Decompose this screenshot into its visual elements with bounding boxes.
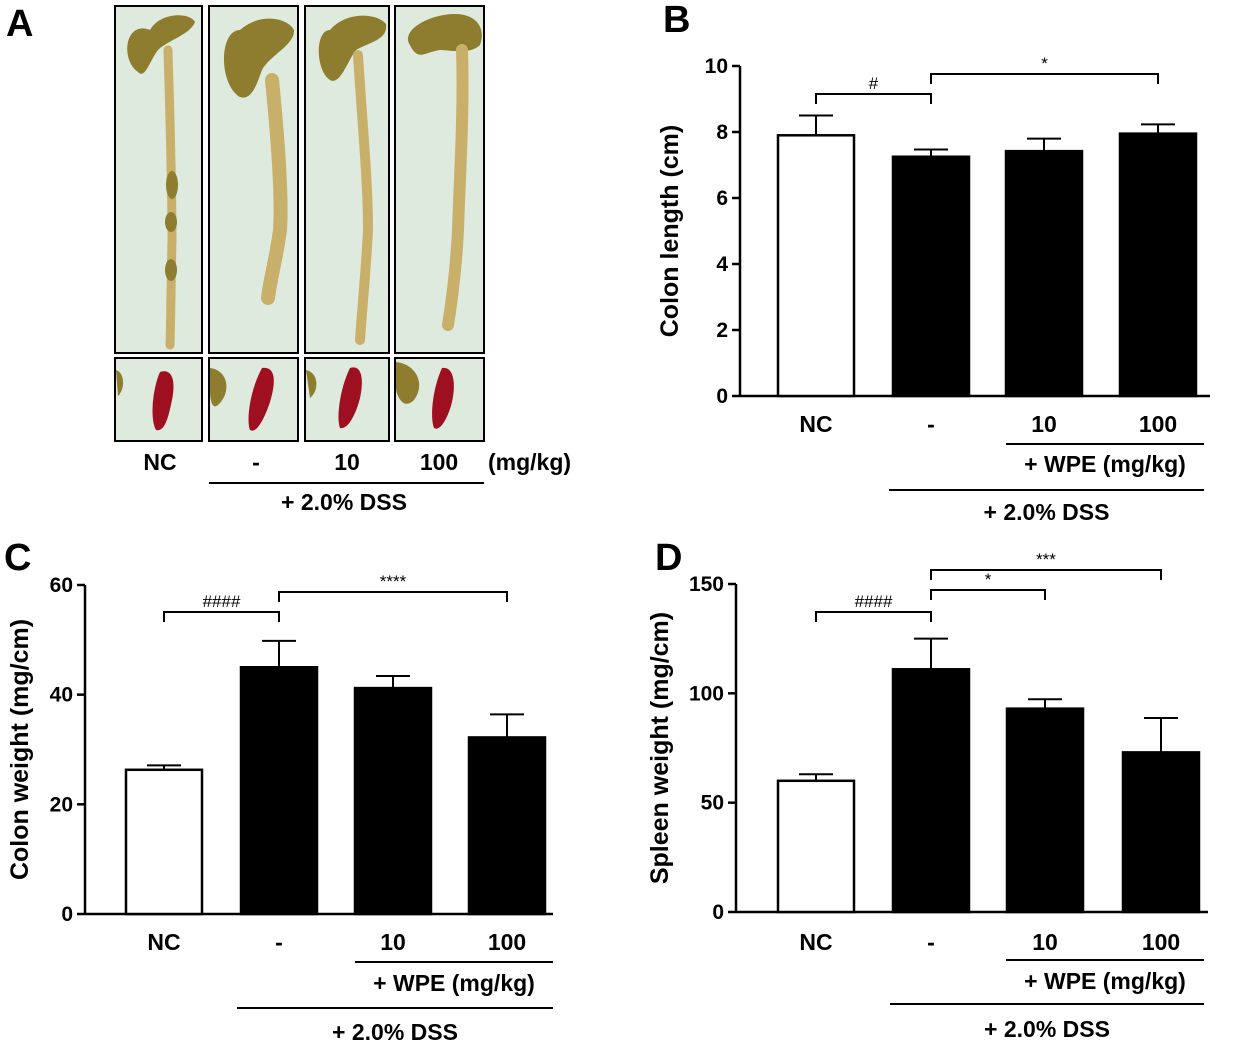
significance-bracket — [278, 591, 508, 602]
y-tick-label: 6 — [716, 187, 728, 210]
significance-bracket — [815, 611, 932, 622]
x-tick-label: NC — [147, 929, 180, 955]
y-tick-label: 0 — [716, 385, 728, 408]
significance-bracket — [930, 589, 1046, 600]
bar — [1005, 707, 1085, 914]
bar — [467, 736, 547, 916]
bar — [891, 668, 971, 914]
bar — [239, 666, 319, 916]
x-tick-label: 10 — [1031, 411, 1057, 437]
y-tick-label: 60 — [50, 574, 73, 597]
bar — [1118, 132, 1198, 398]
significance-label: # — [869, 74, 879, 93]
spleen-photo-nc — [114, 357, 203, 442]
panel-letter-d: D — [655, 537, 682, 579]
significance-label: #### — [203, 592, 241, 611]
dss-group-label: + 2.0% DSS — [332, 1019, 458, 1045]
colon-photo-100 — [394, 5, 485, 354]
bar — [776, 134, 856, 398]
x-tick-label: - — [927, 411, 935, 437]
chart-colon-length: 0 2 4 6 8 10 Colon length (cm) NC - 10 100 # * + WPE … — [656, 54, 1210, 525]
panel-a-unit: (mg/kg) — [488, 449, 571, 475]
y-tick-label: 150 — [689, 573, 724, 596]
significance-bracket — [815, 93, 932, 104]
y-tick-label: 20 — [50, 793, 73, 816]
panel-letter-a: A — [6, 3, 33, 45]
colon-photo-dss — [208, 5, 299, 354]
dss-group-label: + 2.0% DSS — [984, 499, 1110, 525]
y-tick-label: 50 — [701, 792, 724, 815]
x-tick-label: - — [927, 929, 935, 955]
significance-bracket — [930, 73, 1159, 84]
panel-a-dss-label: + 2.0% DSS — [281, 489, 407, 515]
bar — [776, 779, 856, 914]
bar — [1004, 149, 1084, 398]
panel-letter-b: B — [663, 0, 690, 41]
panel-a-label-dss: - — [252, 449, 260, 475]
panel-a-label-100: 100 — [420, 449, 458, 475]
y-tick-label: 100 — [689, 682, 724, 705]
y-axis-label: Spleen weight (mg/cm) — [646, 612, 674, 884]
spleen-photo-dss — [208, 357, 299, 442]
significance-label: * — [985, 570, 992, 589]
y-tick-label: 8 — [716, 121, 728, 144]
wpe-group-label: + WPE (mg/kg) — [1024, 451, 1186, 477]
significance-label: **** — [380, 572, 407, 591]
dss-group-label: + 2.0% DSS — [984, 1016, 1110, 1042]
bar — [1121, 751, 1201, 914]
y-tick-label: 2 — [716, 319, 728, 342]
panel-letter-c: C — [4, 537, 31, 579]
y-axis-label: Colon length (cm) — [656, 125, 684, 337]
panel-a-label-nc: NC — [143, 449, 176, 475]
bar — [891, 155, 971, 398]
bar — [353, 686, 433, 916]
significance-bracket — [930, 569, 1162, 580]
x-tick-label: NC — [799, 411, 832, 437]
wpe-group-label: + WPE (mg/kg) — [1024, 968, 1186, 994]
spleen-photo-100 — [394, 357, 485, 442]
wpe-group-label: + WPE (mg/kg) — [373, 970, 535, 996]
y-tick-label: 40 — [50, 684, 73, 707]
panel-a-label-10: 10 — [334, 449, 360, 475]
significance-label: *** — [1036, 550, 1056, 569]
y-axis-label: Colon weight (mg/cm) — [6, 619, 34, 880]
significance-bracket — [163, 611, 280, 622]
colon-photo-nc — [114, 5, 203, 354]
x-tick-label: 100 — [1139, 411, 1177, 437]
colon-photo-10 — [304, 5, 390, 354]
x-tick-label: 10 — [1032, 929, 1058, 955]
y-tick-label: 4 — [716, 253, 728, 276]
y-tick-label: 0 — [712, 901, 724, 924]
x-tick-label: 10 — [380, 929, 406, 955]
x-tick-label: 100 — [1142, 929, 1180, 955]
x-tick-label: - — [275, 929, 283, 955]
y-tick-label: 0 — [61, 903, 73, 926]
x-tick-label: 100 — [488, 929, 526, 955]
chart-colon-weight: 0 20 40 60 Colon weight (mg/cm) NC - 10 100 #### *… — [6, 572, 553, 1045]
significance-label: * — [1041, 54, 1048, 73]
bar — [124, 768, 204, 916]
y-tick-label: 10 — [705, 55, 728, 78]
panel-a: A — [6, 3, 571, 515]
significance-label: #### — [855, 592, 893, 611]
chart-spleen-weight: 0 50 100 150 Spleen weight (mg/cm) NC - 10 100 ##… — [646, 550, 1208, 1042]
x-tick-label: NC — [799, 929, 832, 955]
spleen-photo-10 — [304, 357, 390, 442]
